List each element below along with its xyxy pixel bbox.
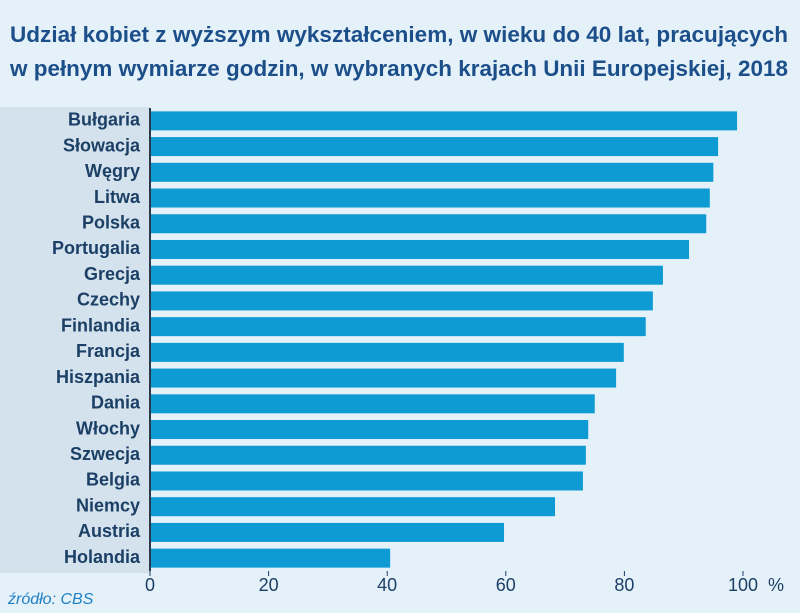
bar [150,368,617,388]
bar [150,188,710,208]
x-tick-label: 80 [614,575,634,595]
y-tick-label: Austria [78,521,141,541]
x-tick-label: 40 [377,575,397,595]
chart-title: w pełnym wymiarze godzin, w wybranych kr… [9,56,788,81]
bar [150,162,714,182]
x-tick-label: 0 [145,575,155,595]
y-tick-label: Portugalia [52,238,141,258]
bar [150,394,595,414]
x-tick-label: 100 [728,575,758,595]
y-tick-label: Szwecja [70,444,141,464]
y-tick-label: Bułgaria [68,110,141,130]
bar [150,111,738,131]
x-axis-label: % [768,575,784,595]
y-tick-label: Francja [76,341,141,361]
y-tick-label: Grecja [84,264,141,284]
bar [150,239,690,259]
y-tick-label: Litwa [94,187,141,207]
bar [150,291,653,311]
bar [150,265,663,285]
bar [150,317,646,337]
bar [150,471,583,491]
y-tick-label: Słowacja [63,135,141,155]
y-tick-label: Holandia [64,547,141,567]
x-tick-label: 60 [496,575,516,595]
bar [150,548,391,568]
bar [150,445,586,465]
y-tick-label: Hiszpania [56,367,141,387]
bar [150,137,719,157]
y-tick-label: Niemcy [76,495,140,515]
bar [150,497,556,517]
x-tick-label: 20 [259,575,279,595]
bar [150,420,589,440]
y-tick-label: Finlandia [61,315,141,335]
bar [150,214,707,234]
y-tick-label: Belgia [86,470,141,490]
bar [150,342,624,362]
y-tick-label: Czechy [77,290,140,310]
y-tick-label: Polska [82,213,141,233]
bar [150,522,505,542]
source: źródło: CBS [7,591,94,608]
y-tick-label: Włochy [76,418,140,438]
y-tick-label: Dania [91,393,141,413]
chart-title: Udział kobiet z wyższym wykształceniem, … [10,22,788,47]
label-panel [0,107,150,573]
y-tick-label: Węgry [85,161,140,181]
